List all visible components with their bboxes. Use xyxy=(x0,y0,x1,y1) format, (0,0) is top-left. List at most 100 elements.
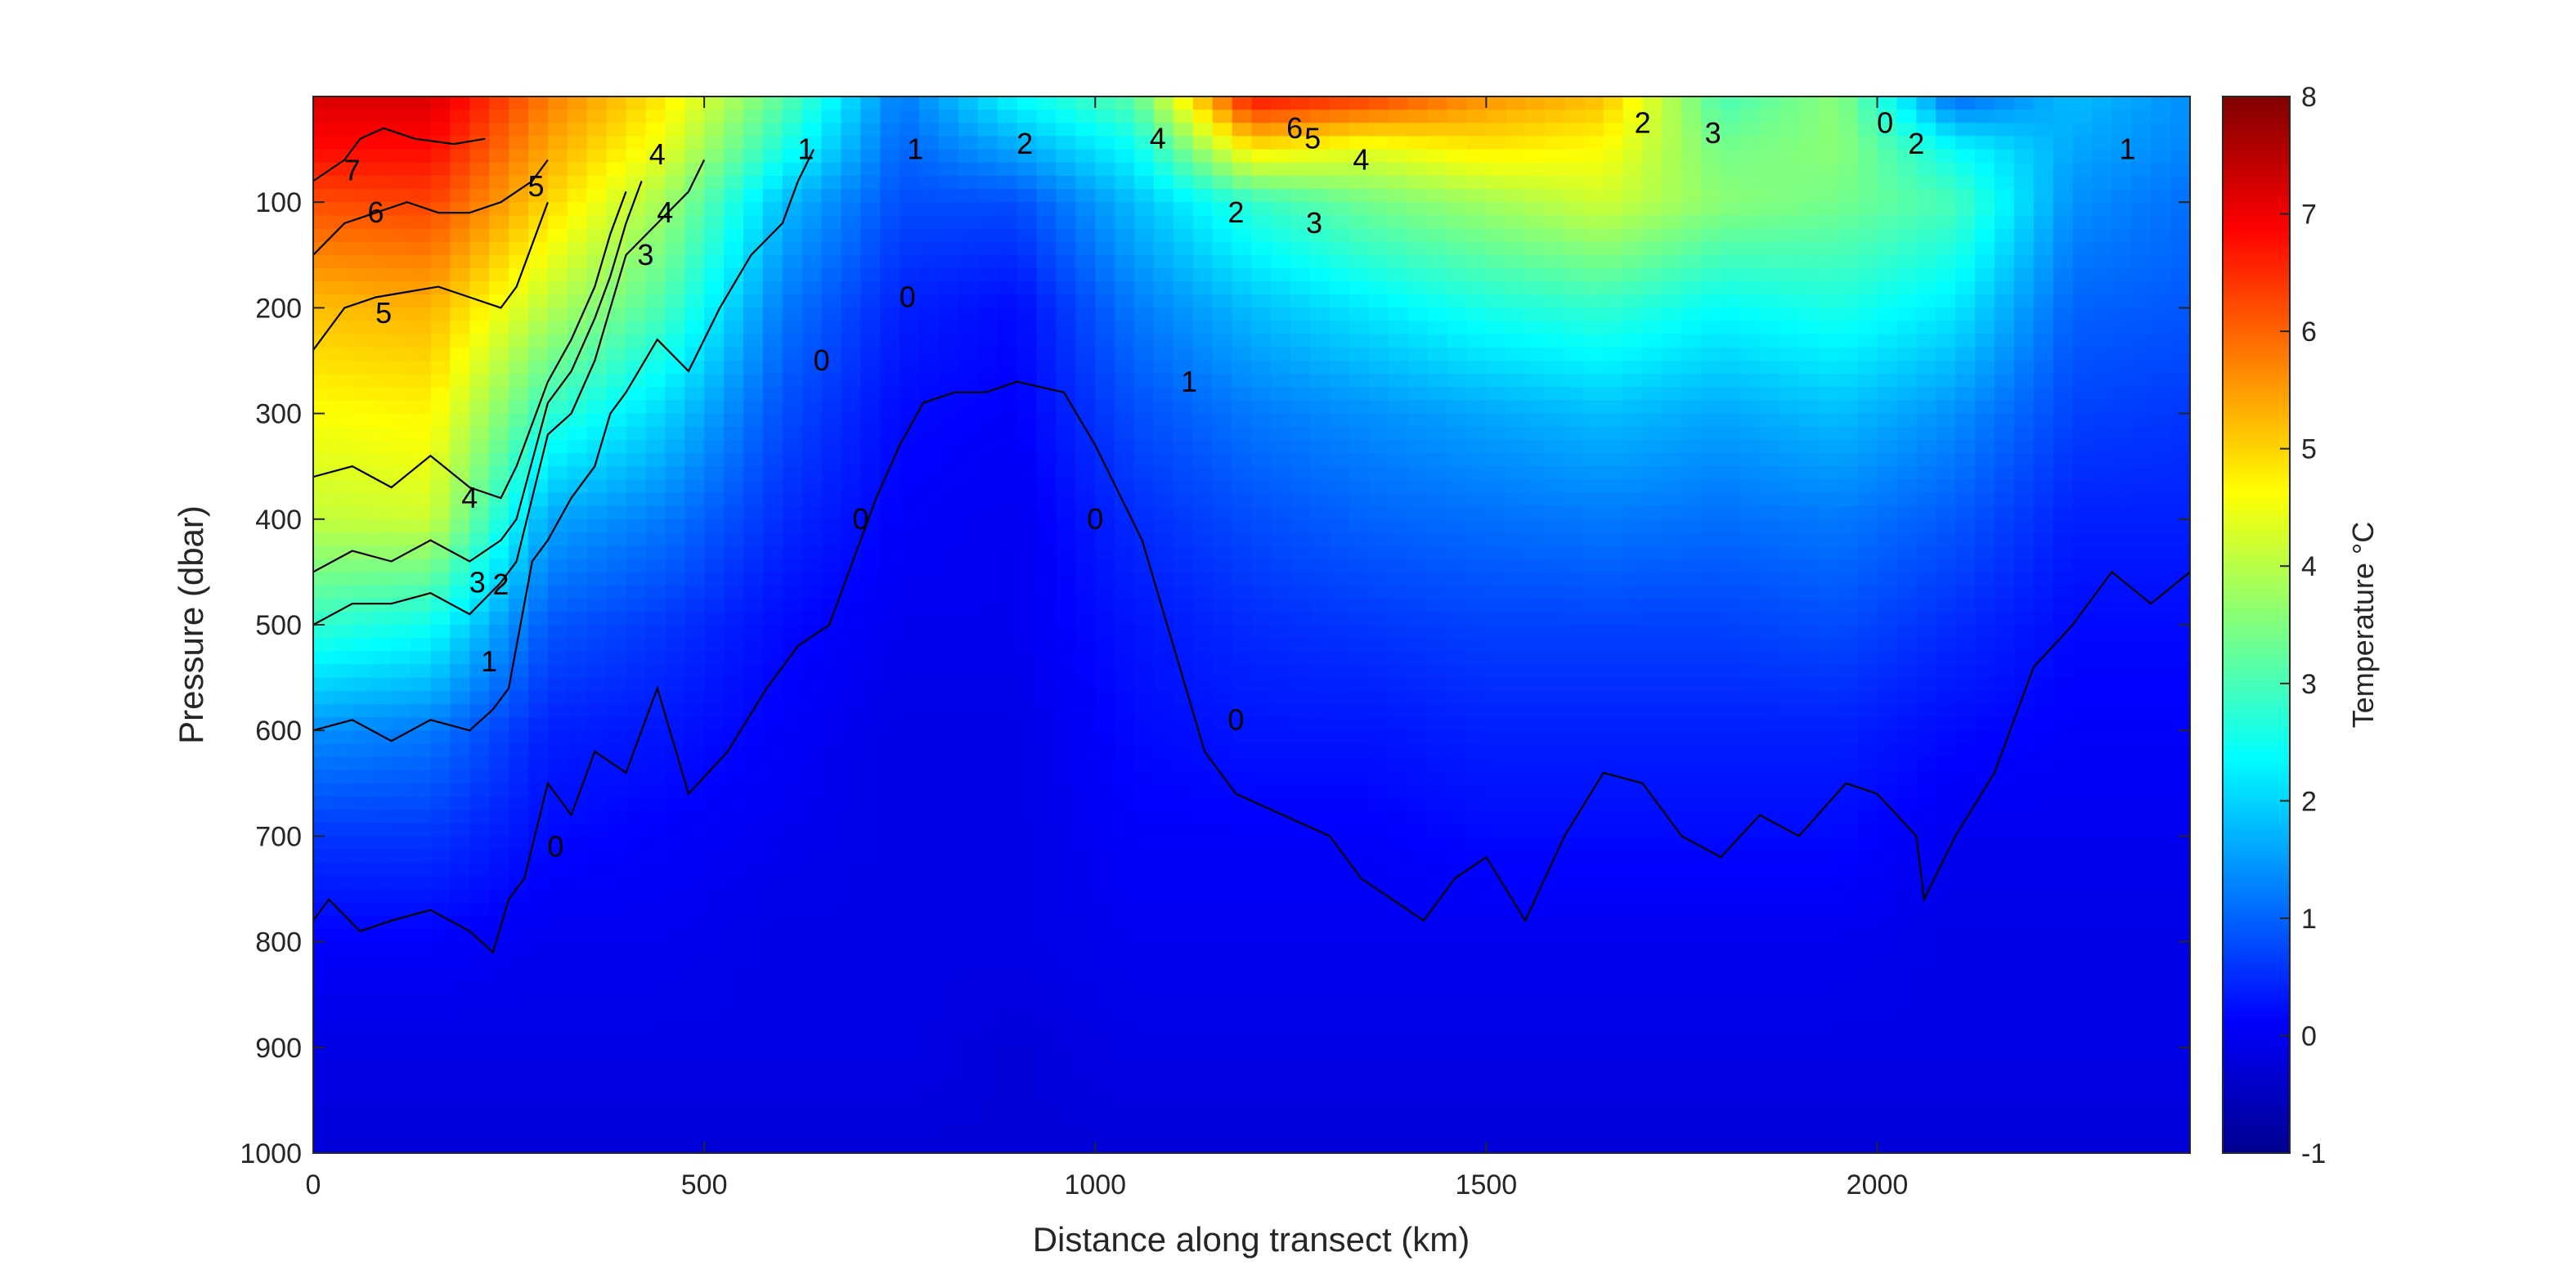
temperature-cell xyxy=(352,651,373,666)
temperature-cell xyxy=(1388,730,1409,745)
temperature-cell xyxy=(391,823,412,837)
temperature-cell xyxy=(1525,361,1546,375)
temperature-cell xyxy=(1173,96,1194,110)
temperature-cell xyxy=(997,717,1018,731)
temperature-cell xyxy=(586,1047,608,1061)
temperature-cell xyxy=(1154,400,1174,415)
temperature-cell xyxy=(469,849,490,864)
temperature-cell xyxy=(821,532,842,546)
temperature-cell xyxy=(1427,1087,1448,1102)
temperature-cell xyxy=(1427,717,1448,731)
temperature-cell xyxy=(880,228,900,243)
temperature-cell xyxy=(1095,677,1115,692)
temperature-cell xyxy=(606,149,627,164)
temperature-cell xyxy=(1036,677,1057,692)
temperature-cell xyxy=(1251,123,1272,137)
temperature-cell xyxy=(1310,849,1331,864)
temperature-cell xyxy=(1134,241,1155,256)
temperature-cell xyxy=(821,413,842,428)
temperature-cell xyxy=(489,545,509,559)
temperature-cell xyxy=(1388,743,1409,758)
temperature-cell xyxy=(1349,902,1370,917)
temperature-cell xyxy=(1290,149,1311,164)
temperature-cell xyxy=(586,954,608,969)
temperature-cell xyxy=(1173,175,1194,190)
temperature-cell xyxy=(1427,96,1448,110)
temperature-field xyxy=(313,96,2190,1153)
temperature-cell xyxy=(1056,1126,1077,1141)
temperature-cell xyxy=(1368,228,1389,243)
temperature-cell xyxy=(509,1126,529,1141)
temperature-cell xyxy=(665,110,685,124)
temperature-cell xyxy=(547,202,568,217)
temperature-cell xyxy=(1368,690,1389,705)
temperature-cell xyxy=(547,307,568,322)
temperature-cell xyxy=(860,823,882,837)
temperature-cell xyxy=(880,294,900,309)
temperature-cell xyxy=(313,505,334,520)
temperature-cell xyxy=(1075,307,1096,322)
temperature-cell xyxy=(1154,413,1174,428)
temperature-cell xyxy=(606,585,627,599)
temperature-cell xyxy=(977,928,999,943)
temperature-cell xyxy=(1506,110,1526,124)
temperature-cell xyxy=(567,162,588,177)
temperature-cell xyxy=(626,611,647,626)
temperature-cell xyxy=(332,426,353,441)
temperature-cell xyxy=(1368,954,1389,969)
temperature-cell xyxy=(1173,136,1194,150)
temperature-cell xyxy=(762,743,783,758)
temperature-cell xyxy=(762,545,783,559)
temperature-cell xyxy=(1134,638,1155,653)
temperature-cell xyxy=(547,598,568,613)
temperature-cell xyxy=(586,690,608,705)
temperature-cell xyxy=(782,254,803,269)
temperature-cell xyxy=(684,254,705,269)
temperature-cell xyxy=(841,518,862,533)
temperature-cell xyxy=(939,611,959,626)
temperature-cell xyxy=(1506,1008,1526,1022)
temperature-cell xyxy=(509,677,529,692)
temperature-cell xyxy=(1192,110,1214,124)
temperature-cell xyxy=(1310,387,1331,402)
temperature-cell xyxy=(1290,505,1311,520)
temperature-cell xyxy=(684,334,705,348)
temperature-cell xyxy=(645,981,666,995)
temperature-cell xyxy=(1447,518,1468,533)
temperature-cell xyxy=(1154,796,1174,810)
temperature-cell xyxy=(1506,994,1526,1009)
temperature-cell xyxy=(1056,902,1077,917)
temperature-cell xyxy=(1427,387,1448,402)
temperature-cell xyxy=(1447,1061,1468,1075)
temperature-cell xyxy=(704,254,725,269)
temperature-cell xyxy=(665,928,685,943)
temperature-cell xyxy=(1427,281,1448,295)
temperature-cell xyxy=(801,902,823,917)
temperature-cell xyxy=(567,1139,588,1153)
temperature-cell xyxy=(1095,902,1115,917)
temperature-cell xyxy=(1427,1074,1448,1088)
temperature-cell xyxy=(724,572,744,586)
temperature-cell xyxy=(1095,928,1115,943)
temperature-cell xyxy=(1075,902,1096,917)
temperature-cell xyxy=(391,703,412,718)
temperature-cell xyxy=(391,215,412,230)
temperature-cell xyxy=(469,321,490,335)
temperature-cell xyxy=(1525,400,1546,415)
temperature-cell xyxy=(332,796,353,810)
temperature-cell xyxy=(665,862,685,877)
temperature-cell xyxy=(1330,96,1350,110)
temperature-cell xyxy=(450,994,470,1009)
temperature-cell xyxy=(1290,677,1311,692)
temperature-cell xyxy=(1173,1021,1194,1035)
temperature-cell xyxy=(1407,1008,1429,1022)
temperature-cell xyxy=(704,1074,725,1088)
temperature-cell xyxy=(1192,545,1214,559)
temperature-cell xyxy=(1251,334,1272,348)
temperature-cell xyxy=(1232,967,1253,982)
temperature-cell xyxy=(371,1126,393,1141)
temperature-cell xyxy=(1466,1034,1488,1048)
temperature-cell xyxy=(919,756,940,771)
temperature-cell xyxy=(1407,505,1429,520)
temperature-cell xyxy=(1486,1021,1507,1035)
